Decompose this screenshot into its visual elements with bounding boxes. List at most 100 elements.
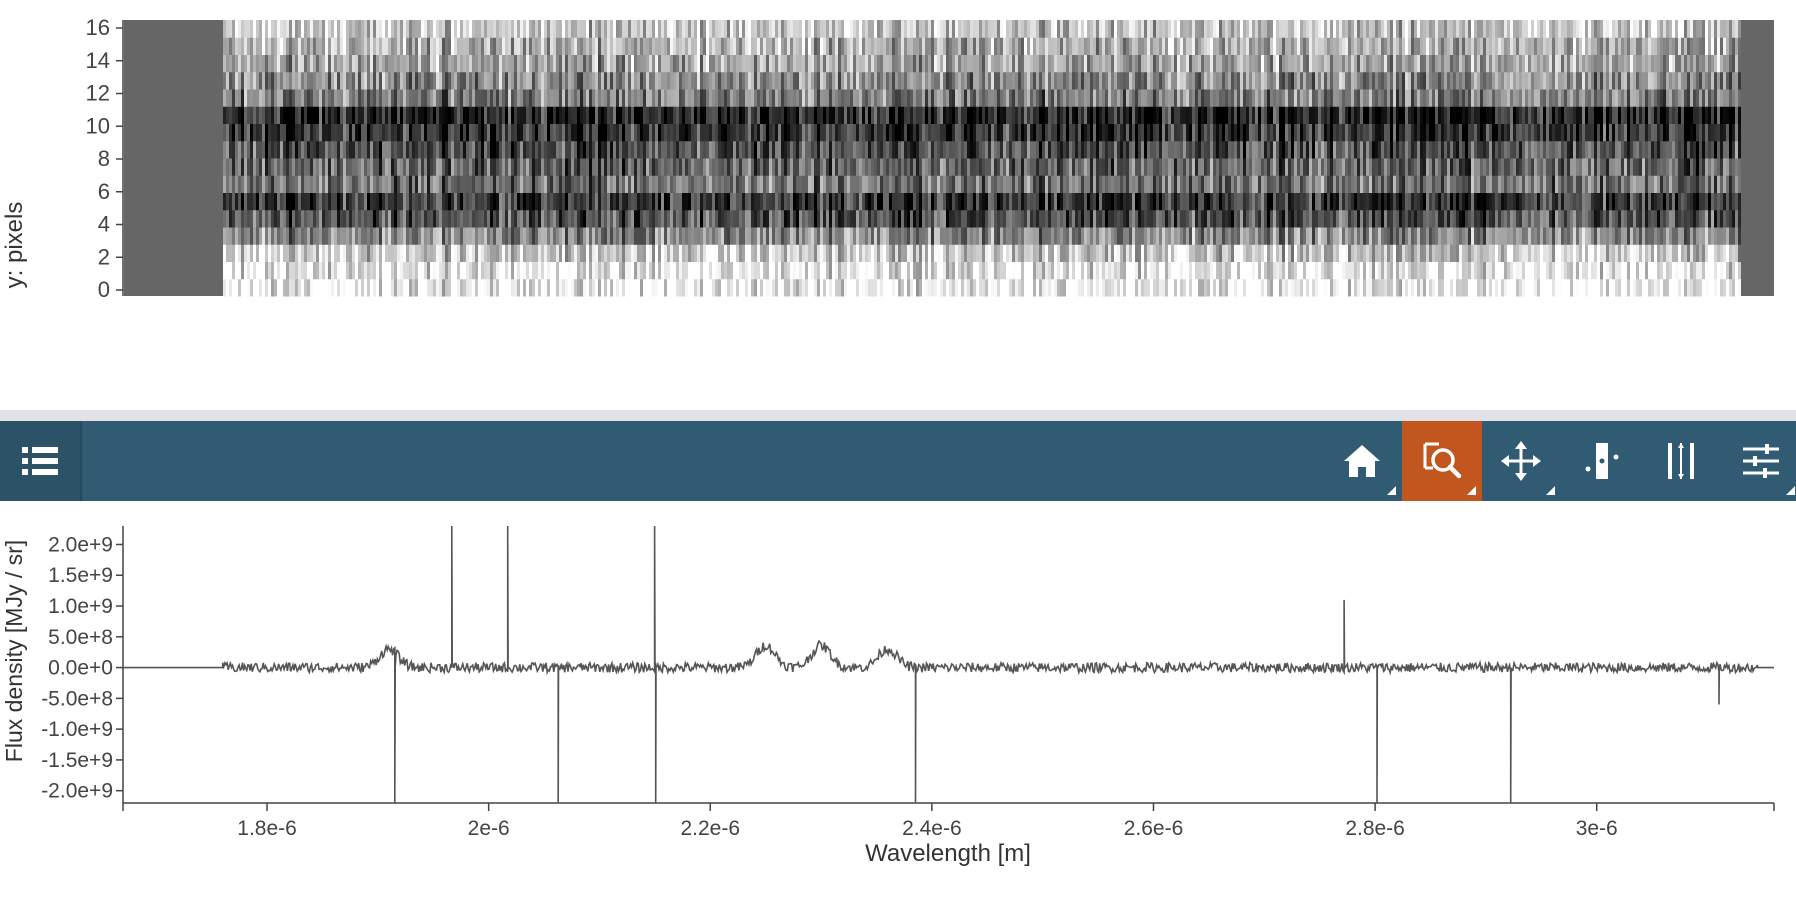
- image-pixel-column: [1084, 20, 1087, 38]
- image-pixel-column: [826, 227, 829, 245]
- image-pixel-column: [352, 227, 355, 245]
- image-pixel-column: [520, 54, 523, 73]
- image-pixel-column: [382, 20, 385, 38]
- image-pixel-column: [883, 71, 886, 90]
- image-pixel-column: [526, 123, 529, 142]
- image-pixel-column: [559, 278, 562, 297]
- image-pixel-column: [346, 106, 349, 124]
- image-pixel-column: [652, 192, 655, 211]
- image-viewer[interactable]: y: pixels 0 2 4 6 8 10 12 14 16: [0, 0, 1796, 410]
- image-pixel-column: [796, 89, 799, 107]
- image-pixel-column: [769, 227, 772, 245]
- image-pixel-column: [511, 20, 514, 38]
- image-pixel-column: [313, 140, 316, 159]
- image-pixel-column: [982, 140, 985, 159]
- image-pixel-column: [769, 71, 772, 90]
- image-pixel-column: [994, 140, 997, 159]
- image-pixel-column: [562, 123, 565, 142]
- image-pixel-column: [742, 278, 745, 297]
- image-pixel-column: [460, 175, 463, 193]
- image-pixel-column: [1138, 106, 1141, 124]
- image-pixel-column: [727, 175, 730, 193]
- image-pixel-column: [718, 37, 721, 55]
- image-pixel-column: [547, 175, 550, 193]
- image-pixel-column: [763, 192, 766, 211]
- image-pixel-column: [595, 54, 598, 73]
- image-pixel-column: [802, 106, 805, 124]
- image-pixel-column: [862, 37, 865, 55]
- image-pixel-column: [1039, 54, 1042, 73]
- image-pixel-column: [712, 123, 715, 142]
- image-pixel-column: [412, 261, 415, 280]
- image-pixel-column: [313, 71, 316, 90]
- image-pixel-column: [295, 227, 298, 245]
- image-pixel-column: [265, 158, 268, 176]
- image-pixel-column: [1054, 192, 1057, 211]
- image-pixel-column: [1141, 140, 1144, 159]
- image-pixel-column: [442, 192, 445, 211]
- image-pixel-column: [529, 244, 532, 262]
- image-pixel-column: [733, 123, 736, 142]
- image-pixel-column: [316, 244, 319, 262]
- image-pixel-column: [235, 106, 238, 124]
- image-pixel-column: [655, 175, 658, 193]
- image-pixel-column: [628, 192, 631, 211]
- image-pixel-column: [985, 140, 988, 159]
- image-pixel-column: [286, 175, 289, 193]
- image-pixel-column: [541, 106, 544, 124]
- image-pixel-column: [256, 278, 259, 297]
- image-pixel-column: [556, 106, 559, 124]
- image-pixel-column: [448, 175, 451, 193]
- image-pixel-column: [709, 54, 712, 73]
- image-pixel-column: [271, 192, 274, 211]
- image-pixel-column: [1015, 54, 1018, 73]
- image-pixel-column: [304, 140, 307, 159]
- image-pixel-column: [445, 158, 448, 176]
- image-pixel-column: [454, 71, 457, 90]
- image-pixel-column: [1117, 244, 1120, 262]
- image-pixel-column: [397, 37, 400, 55]
- image-pixel-column: [1033, 175, 1036, 193]
- image-pixel-column: [730, 261, 733, 280]
- image-pixel-column: [880, 227, 883, 245]
- image-pixel-column: [1129, 123, 1132, 142]
- image-pixel-column: [1081, 192, 1084, 211]
- image-pixel-column: [1150, 140, 1153, 159]
- image-pixel-column: [325, 244, 328, 262]
- image-pixel-column: [328, 278, 331, 297]
- image-pixel-column: [916, 244, 919, 262]
- image-pixel-column: [922, 158, 925, 176]
- image-pixel-column: [589, 278, 592, 297]
- image-pixel-column: [664, 20, 667, 38]
- image-pixel-column: [382, 71, 385, 90]
- image-pixel-column: [607, 71, 610, 90]
- image-pixel-column: [472, 140, 475, 159]
- image-pixel-column: [835, 244, 838, 262]
- image-pixel-column: [610, 123, 613, 142]
- image-pixel-column: [757, 89, 760, 107]
- image-pixel-column: [322, 261, 325, 280]
- image-pixel-column: [253, 244, 256, 262]
- image-pixel-column: [1024, 20, 1027, 38]
- image-pixel-column: [670, 71, 673, 90]
- image-pixel-column: [406, 71, 409, 90]
- image-pixel-column: [328, 123, 331, 142]
- image-pixel-column: [787, 158, 790, 176]
- image-pixel-column: [874, 89, 877, 107]
- image-pixel-column: [646, 244, 649, 262]
- image-pixel-column: [613, 192, 616, 211]
- image-pixel-column: [610, 158, 613, 176]
- image-pixel-column: [1117, 106, 1120, 124]
- spectral-image[interactable]: [223, 20, 1741, 297]
- image-pixel-column: [1057, 140, 1060, 159]
- image-pixel-column: [868, 227, 871, 245]
- image-pixel-column: [1075, 158, 1078, 176]
- image-pixel-column: [805, 89, 808, 107]
- image-pixel-column: [412, 89, 415, 107]
- image-pixel-column: [397, 20, 400, 38]
- image-pixel-column: [1030, 140, 1033, 159]
- image-pixel-column: [1108, 89, 1111, 107]
- image-pixel-column: [1033, 89, 1036, 107]
- image-pixel-column: [706, 37, 709, 55]
- image-pixel-column: [1030, 278, 1033, 297]
